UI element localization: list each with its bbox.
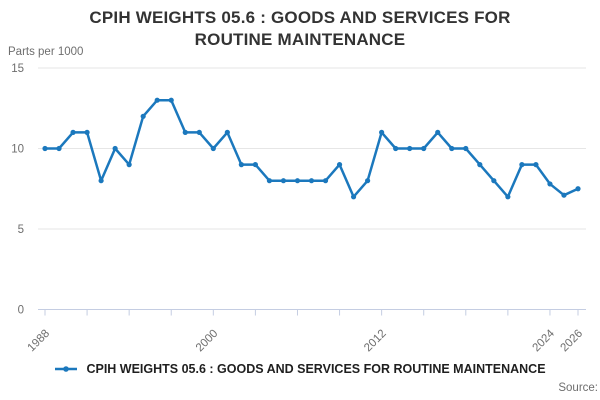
line-chart[interactable]: 0 5 10 15 1988 2000 2012 2024 2026 xyxy=(0,0,600,360)
legend-item[interactable]: CPIH WEIGHTS 05.6 : GOODS AND SERVICES F… xyxy=(0,362,600,376)
legend-series-marker-icon xyxy=(55,366,78,372)
data-point-1989[interactable] xyxy=(56,145,62,152)
data-point-1996[interactable] xyxy=(154,97,160,103)
data-point-2013[interactable] xyxy=(393,145,399,152)
data-point-2021[interactable] xyxy=(505,194,511,200)
x-tick-label-2026: 2026 xyxy=(559,328,586,355)
data-point-1988[interactable] xyxy=(42,145,48,152)
data-point-2006[interactable] xyxy=(294,178,301,184)
data-point-1997[interactable] xyxy=(168,97,174,103)
data-point-2001[interactable] xyxy=(224,129,230,135)
data-point-2003[interactable] xyxy=(252,162,258,168)
x-tick-label-2024: 2024 xyxy=(530,327,557,354)
data-point-1991[interactable] xyxy=(84,129,90,135)
data-point-2016[interactable] xyxy=(435,129,441,135)
data-point-2014[interactable] xyxy=(407,145,413,152)
data-point-2022[interactable] xyxy=(519,162,525,168)
data-point-2012[interactable] xyxy=(379,129,385,135)
y-tick-label-5: 5 xyxy=(18,224,24,236)
data-point-2011[interactable] xyxy=(365,178,371,184)
source-label: Source: xyxy=(558,382,598,394)
data-point-1990[interactable] xyxy=(70,129,76,135)
data-point-1999[interactable] xyxy=(196,129,202,135)
data-point-2015[interactable] xyxy=(421,145,427,152)
data-point-2002[interactable] xyxy=(238,162,244,168)
data-point-2019[interactable] xyxy=(477,162,483,168)
data-point-1995[interactable] xyxy=(140,113,146,119)
y-tick-label-10: 10 xyxy=(11,144,24,156)
data-point-2000[interactable] xyxy=(210,145,216,152)
data-point-1994[interactable] xyxy=(126,162,132,168)
data-point-2010[interactable] xyxy=(350,194,357,200)
x-tick-label-2012: 2012 xyxy=(362,328,389,355)
data-point-2023[interactable] xyxy=(533,162,539,168)
x-tick-label-2000: 2000 xyxy=(194,328,221,355)
chart-title: CPIH WEIGHTS 05.6 : GOODS AND SERVICES F… xyxy=(89,8,511,49)
y-axis-unit-label: Parts per 1000 xyxy=(8,46,84,58)
data-point-1993[interactable] xyxy=(112,145,118,152)
y-tick-label-15: 15 xyxy=(11,63,24,75)
data-point-1992[interactable] xyxy=(98,178,104,184)
data-point-2005[interactable] xyxy=(280,178,287,184)
data-point-2018[interactable] xyxy=(463,145,469,152)
data-point-1998[interactable] xyxy=(182,129,188,135)
data-point-2026[interactable] xyxy=(575,186,581,192)
data-point-2020[interactable] xyxy=(491,178,497,184)
data-point-2009[interactable] xyxy=(336,162,343,168)
data-point-2017[interactable] xyxy=(449,145,455,152)
data-point-2025[interactable] xyxy=(561,192,567,198)
data-point-2008[interactable] xyxy=(322,178,329,184)
data-point-2024[interactable] xyxy=(547,181,553,187)
data-point-2004[interactable] xyxy=(266,178,273,184)
y-tick-label-0: 0 xyxy=(18,305,24,317)
legend-series-label: CPIH WEIGHTS 05.6 : GOODS AND SERVICES F… xyxy=(86,362,546,376)
data-point-2007[interactable] xyxy=(308,178,315,184)
x-tick-label-1988: 1988 xyxy=(26,328,53,355)
